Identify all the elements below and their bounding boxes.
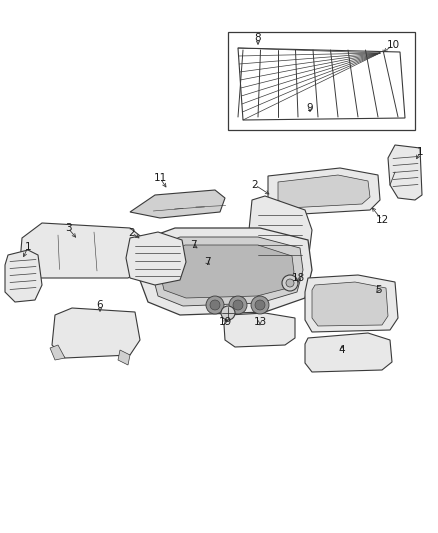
Text: 12: 12 bbox=[375, 215, 389, 225]
Circle shape bbox=[282, 275, 298, 291]
Bar bbox=[228, 32, 415, 130]
Text: 1: 1 bbox=[25, 242, 31, 252]
Polygon shape bbox=[305, 333, 392, 372]
Text: 1: 1 bbox=[417, 147, 423, 157]
Text: 5: 5 bbox=[374, 285, 381, 295]
Polygon shape bbox=[305, 275, 398, 332]
Text: 2: 2 bbox=[129, 228, 135, 238]
Polygon shape bbox=[248, 196, 312, 270]
Text: 3: 3 bbox=[65, 223, 71, 233]
Polygon shape bbox=[388, 145, 422, 200]
Polygon shape bbox=[278, 175, 370, 208]
Circle shape bbox=[233, 300, 243, 310]
Circle shape bbox=[251, 296, 269, 314]
Polygon shape bbox=[52, 308, 140, 358]
Circle shape bbox=[210, 300, 220, 310]
Text: 18: 18 bbox=[291, 273, 304, 283]
Text: 11: 11 bbox=[153, 173, 166, 183]
Polygon shape bbox=[118, 350, 130, 365]
Polygon shape bbox=[152, 237, 303, 306]
Circle shape bbox=[221, 306, 235, 320]
Polygon shape bbox=[224, 313, 295, 347]
Polygon shape bbox=[138, 228, 312, 315]
Polygon shape bbox=[50, 345, 65, 360]
Polygon shape bbox=[160, 245, 294, 298]
Circle shape bbox=[286, 279, 294, 287]
Polygon shape bbox=[5, 250, 42, 302]
Text: 6: 6 bbox=[97, 300, 103, 310]
Polygon shape bbox=[130, 190, 225, 218]
Text: 19: 19 bbox=[219, 317, 232, 327]
Polygon shape bbox=[126, 232, 186, 285]
Text: 9: 9 bbox=[307, 103, 313, 113]
Circle shape bbox=[206, 296, 224, 314]
Text: 8: 8 bbox=[254, 33, 261, 43]
Polygon shape bbox=[268, 168, 380, 215]
Circle shape bbox=[229, 296, 247, 314]
Text: 7: 7 bbox=[190, 240, 196, 250]
Text: 13: 13 bbox=[253, 317, 267, 327]
Polygon shape bbox=[20, 223, 148, 278]
Text: 4: 4 bbox=[339, 345, 345, 355]
Text: 2: 2 bbox=[252, 180, 258, 190]
Polygon shape bbox=[312, 282, 388, 326]
Text: 7: 7 bbox=[204, 257, 210, 267]
Circle shape bbox=[255, 300, 265, 310]
Text: 10: 10 bbox=[386, 40, 399, 50]
